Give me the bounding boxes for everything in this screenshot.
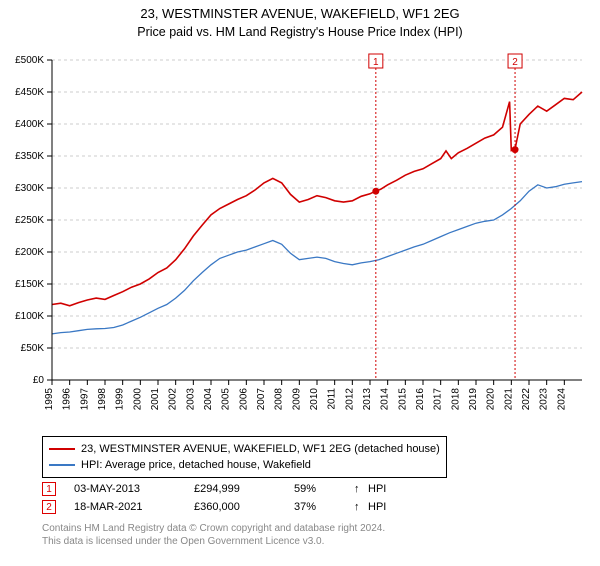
svg-text:2009: 2009 [291,388,302,411]
svg-text:1997: 1997 [79,388,90,411]
chart-title-line1: 23, WESTMINSTER AVENUE, WAKEFIELD, WF1 2… [0,6,600,23]
chart: £0 £50K £100K £150K £200K £250K £300K £350K £400… [0,50,600,430]
svg-text:1998: 1998 [97,388,108,411]
marker-row-1: 1 03-MAY-2013£294,99959%↑HPI [42,480,398,498]
marker-pct: 59% [294,483,354,495]
legend-label: HPI: Average price, detached house, Wake… [81,459,311,471]
svg-text:1999: 1999 [115,388,126,411]
svg-text:2016: 2016 [415,388,426,411]
svg-text:2022: 2022 [521,388,532,411]
svg-text:2015: 2015 [397,388,408,411]
svg-text:2012: 2012 [344,388,355,411]
marker-row-badge: 1 [42,482,56,496]
marker-dot-2 [512,146,519,153]
svg-text:£200K: £200K [15,247,44,258]
svg-text:£100K: £100K [15,311,44,322]
footnote: Contains HM Land Registry data © Crown c… [42,522,385,548]
footnote-line1: Contains HM Land Registry data © Crown c… [42,522,385,535]
marker-dot-1 [372,188,379,195]
marker-price: £294,999 [194,483,294,495]
svg-text:2011: 2011 [327,388,338,410]
svg-text:2000: 2000 [132,388,143,411]
svg-text:£250K: £250K [15,215,44,226]
series-hpi [52,182,582,334]
svg-text:£50K: £50K [21,343,45,354]
legend: 23, WESTMINSTER AVENUE, WAKEFIELD, WF1 2… [42,436,447,478]
svg-text:£300K: £300K [15,183,44,194]
svg-text:2021: 2021 [503,388,514,411]
legend-swatch [49,448,75,450]
svg-text:2010: 2010 [309,388,320,411]
container: 23, WESTMINSTER AVENUE, WAKEFIELD, WF1 2… [0,6,600,566]
svg-text:2013: 2013 [362,388,373,411]
svg-text:2007: 2007 [256,388,267,411]
svg-text:2024: 2024 [556,388,567,411]
svg-text:£500K: £500K [15,55,44,66]
marker-arrow: ↑ [354,501,368,513]
svg-text:2019: 2019 [468,388,479,411]
marker-date: 18-MAR-2021 [74,501,194,513]
svg-text:2014: 2014 [380,388,391,411]
svg-text:£400K: £400K [15,119,44,130]
marker-date: 03-MAY-2013 [74,483,194,495]
svg-text:2: 2 [512,57,518,68]
legend-row-1: HPI: Average price, detached house, Wake… [49,457,440,473]
marker-price: £360,000 [194,501,294,513]
svg-text:2002: 2002 [168,388,179,411]
chart-title-line2: Price paid vs. HM Land Registry's House … [0,25,600,39]
marker-suffix: HPI [368,501,398,513]
marker-row-badge: 2 [42,500,56,514]
svg-text:1996: 1996 [62,388,73,411]
svg-text:2006: 2006 [238,388,249,411]
svg-text:2023: 2023 [539,388,550,411]
legend-swatch [49,464,75,466]
svg-text:2020: 2020 [486,388,497,411]
svg-text:2001: 2001 [150,388,161,411]
svg-text:1995: 1995 [44,388,55,411]
svg-text:2008: 2008 [274,388,285,411]
svg-text:£0: £0 [33,375,45,386]
marker-row-2: 2 18-MAR-2021£360,00037%↑HPI [42,498,398,516]
marker-suffix: HPI [368,483,398,495]
svg-text:2018: 2018 [450,388,461,411]
svg-text:£450K: £450K [15,87,44,98]
marker-table: 1 03-MAY-2013£294,99959%↑HPI 2 18-MAR-2021£… [42,480,398,516]
svg-text:2004: 2004 [203,388,214,411]
svg-text:2005: 2005 [221,388,232,411]
marker-pct: 37% [294,501,354,513]
svg-text:2003: 2003 [185,388,196,411]
legend-label: 23, WESTMINSTER AVENUE, WAKEFIELD, WF1 2… [81,443,440,455]
legend-row-0: 23, WESTMINSTER AVENUE, WAKEFIELD, WF1 2… [49,441,440,457]
svg-text:£150K: £150K [15,279,44,290]
footnote-line2: This data is licensed under the Open Gov… [42,535,385,548]
svg-text:1: 1 [373,57,379,68]
marker-arrow: ↑ [354,483,368,495]
chart-svg: £0 £50K £100K £150K £200K £250K £300K £350K £400… [0,50,600,430]
svg-text:2017: 2017 [433,388,444,411]
svg-text:£350K: £350K [15,151,44,162]
